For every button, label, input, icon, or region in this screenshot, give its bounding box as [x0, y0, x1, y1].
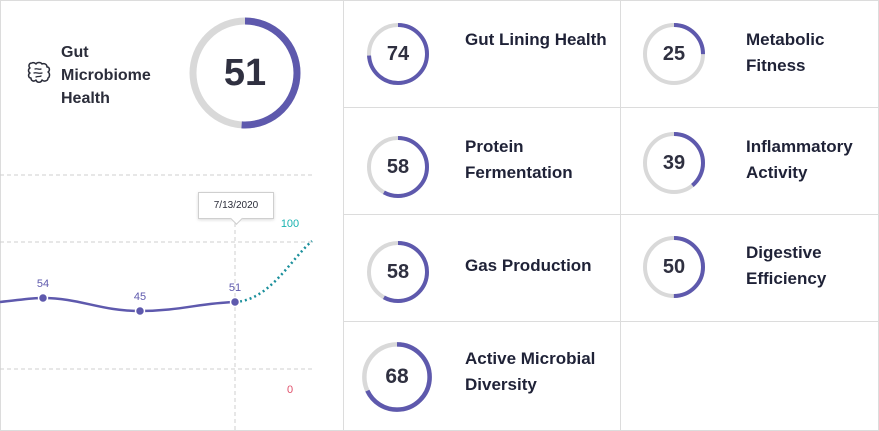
panel-title: Gut Microbiome Health [61, 41, 181, 110]
data-point-3 [231, 298, 240, 307]
metric-score: 74 [366, 22, 430, 86]
metric-label: Protein Fermentation [465, 134, 585, 186]
metric-card-active-microbial-diversity[interactable]: 68 Active Microbial Diversity [344, 322, 621, 431]
score-ring: 58 [366, 135, 430, 199]
metric-card-digestive-efficiency[interactable]: 50 Digestive Efficiency [621, 215, 879, 322]
date-tooltip: 7/13/2020 [198, 192, 274, 219]
score-ring: 25 [642, 22, 706, 86]
overall-score-value: 51 [188, 16, 302, 130]
metric-score: 25 [642, 22, 706, 86]
metric-score: 58 [366, 240, 430, 304]
metric-card-gut-lining-health[interactable]: 74 Gut Lining Health [344, 0, 621, 108]
min-label: 0 [287, 384, 293, 396]
metric-label: Gut Lining Health [465, 27, 625, 53]
data-label-1: 54 [37, 278, 49, 290]
metric-label: Gas Production [465, 253, 625, 279]
metric-score: 39 [642, 131, 706, 195]
intestine-icon [26, 60, 52, 86]
projection-line [235, 241, 312, 302]
score-ring: 50 [642, 235, 706, 299]
metric-card-inflammatory-activity[interactable]: 39 Inflammatory Activity [621, 108, 879, 215]
history-line [0, 298, 235, 311]
score-history-chart: 54 45 51 100 0 [0, 160, 344, 431]
metric-label: Inflammatory Activity [746, 134, 866, 186]
metric-card-protein-fermentation[interactable]: 58 Protein Fermentation [344, 108, 621, 215]
score-ring: 39 [642, 131, 706, 195]
metric-label: Metabolic Fitness [746, 27, 856, 79]
metric-card-metabolic-fitness[interactable]: 25 Metabolic Fitness [621, 0, 879, 108]
metric-card-gas-production[interactable]: 58 Gas Production [344, 215, 621, 322]
score-ring: 74 [366, 22, 430, 86]
max-label: 100 [281, 218, 299, 230]
metric-label: Active Microbial Diversity [465, 346, 625, 398]
data-point-2 [136, 307, 145, 316]
score-ring: 58 [366, 240, 430, 304]
data-point-1 [39, 294, 48, 303]
metric-label: Digestive Efficiency [746, 240, 856, 292]
metric-score: 58 [366, 135, 430, 199]
metric-score: 68 [361, 341, 433, 413]
metric-score: 50 [642, 235, 706, 299]
score-ring: 68 [361, 341, 433, 413]
data-label-2: 45 [134, 291, 146, 303]
gut-health-panel: Gut Microbiome Health 51 54 45 51 100 0 … [0, 0, 344, 431]
data-label-3: 51 [229, 282, 241, 294]
